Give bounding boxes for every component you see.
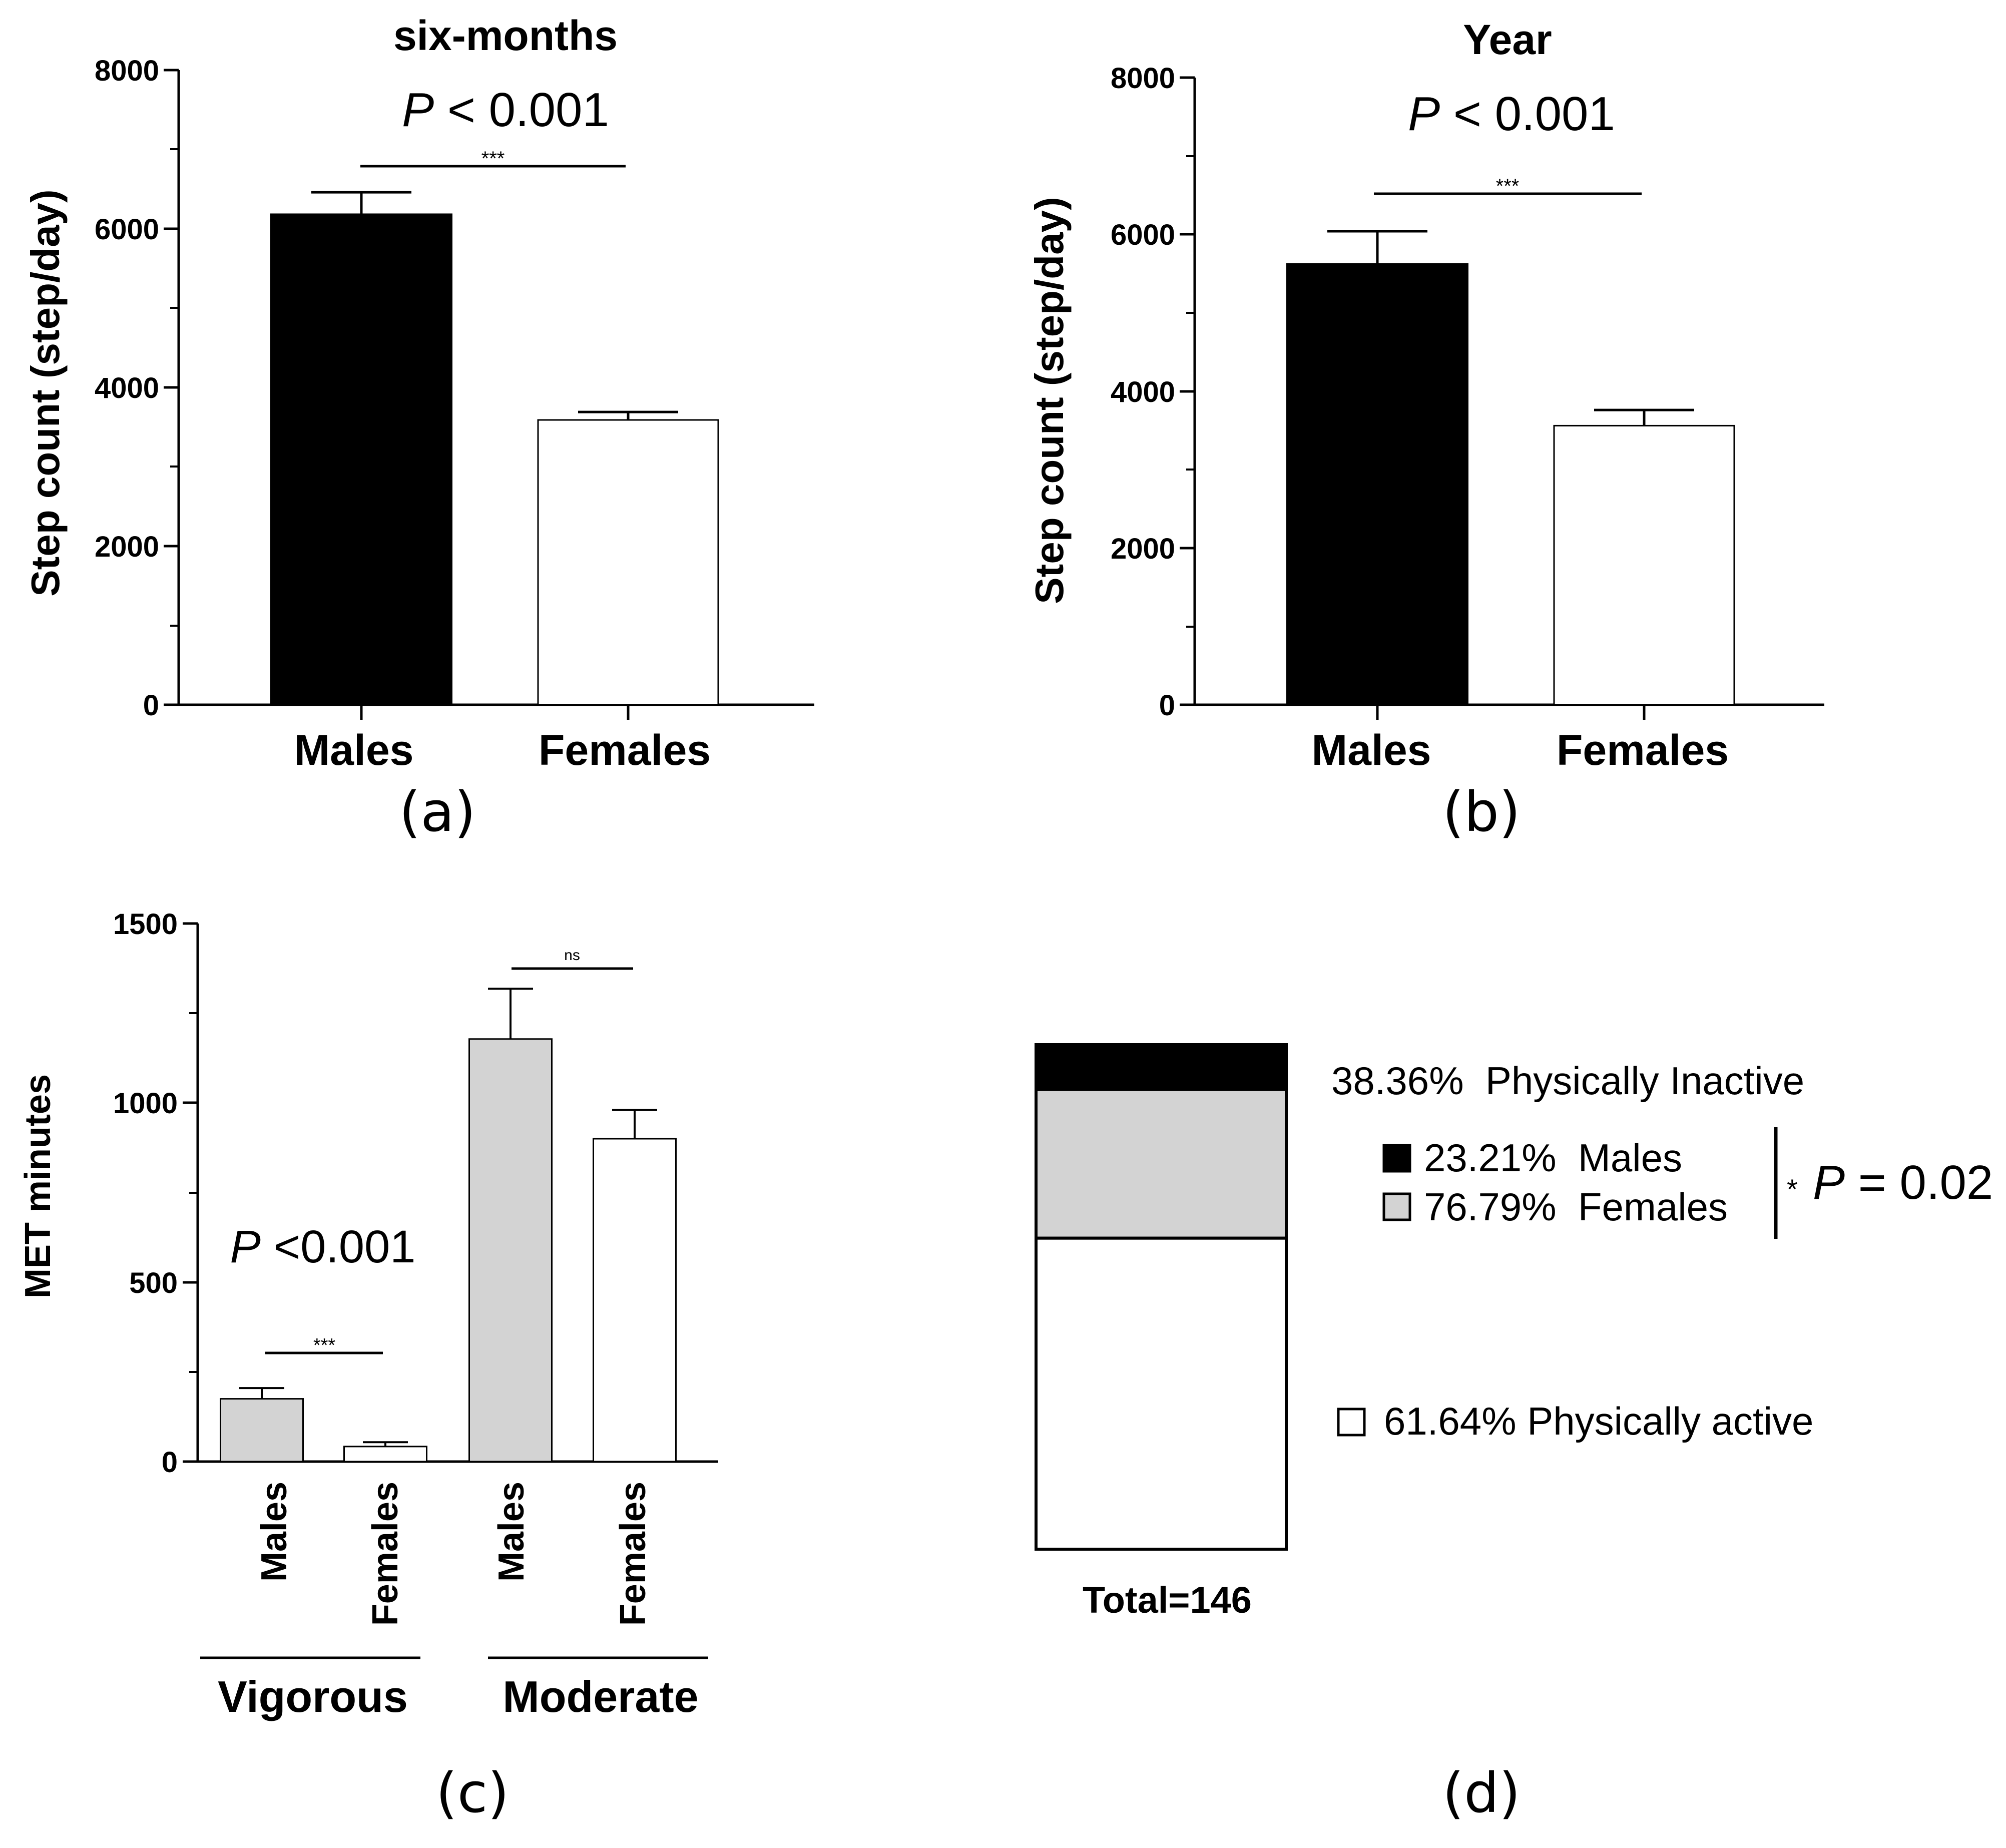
panel-c-p-value: P <0.001 — [230, 1221, 416, 1272]
panel-c-ylabel: MET minutes — [18, 1074, 58, 1298]
panel-c-xtick-mod-males: Males — [491, 1482, 532, 1582]
panel-d-legend-males-swatch — [1382, 1144, 1411, 1173]
panel-d-segment-active — [1035, 1236, 1288, 1551]
panel-d-segment-inactive-males — [1035, 1043, 1288, 1091]
panel-b-ytick-8000: 8000 — [1111, 62, 1175, 95]
panel-d-total-label: Total=146 — [1083, 1579, 1252, 1621]
panel-c-ytick-1000: 1000 — [113, 1087, 178, 1120]
panel-c: 0 500 1000 1500 MET minutes P <0.001 ***… — [18, 908, 718, 1825]
panel-b-title: Year — [1463, 16, 1552, 63]
panel-b-xtick-males: Males — [1311, 726, 1431, 774]
panel-b-sig-stars: *** — [1496, 175, 1520, 197]
panel-a-ytick-marks — [164, 69, 179, 706]
panel-a-xtick-females: Females — [539, 726, 711, 774]
panel-a-ytick-8000: 8000 — [95, 55, 159, 87]
panel-a-ytick-6000: 6000 — [95, 213, 159, 246]
panel-c-sig-ns-moderate: ns — [564, 947, 580, 964]
panel-d-active-label: 61.64% Physically active — [1384, 1399, 1813, 1443]
panel-d-segment-inactive-females — [1035, 1088, 1288, 1240]
panel-d-males-label: 23.21% Males — [1424, 1136, 1682, 1180]
panel-d-inactive-label: 38.36% Physically Inactive — [1331, 1059, 1804, 1103]
panel-b-p-value: P < 0.001 — [1408, 87, 1615, 141]
panel-c-bar-vig-females — [343, 1446, 427, 1463]
panel-a-bar-males — [270, 213, 452, 706]
panel-c-xtick-vig-females: Females — [365, 1482, 405, 1626]
panel-b-ytick-0: 0 — [1159, 689, 1175, 722]
panel-c-ytick-0: 0 — [162, 1446, 178, 1479]
panel-c-bar-mod-females — [593, 1138, 677, 1463]
panel-d-legend-females-swatch — [1382, 1192, 1411, 1221]
panel-d: Total=146 38.36% Physically Inactive 23.… — [1035, 1043, 1993, 1825]
panel-a-ytick-2000: 2000 — [95, 531, 159, 563]
panel-a-ytick-0: 0 — [143, 689, 159, 722]
panel-d-label: (d) — [1442, 1761, 1521, 1825]
panel-a-sig-stars: *** — [481, 148, 505, 170]
panel-a-ylabel: Step count (step/day) — [23, 189, 68, 596]
panel-a-label: (a) — [399, 780, 475, 844]
panel-d-females-label: 76.79% Females — [1424, 1185, 1728, 1229]
panel-d-p-value: P = 0.02 — [1813, 1156, 1993, 1209]
panel-b: Year P < 0.001 *** 0 2000 4000 6000 8000… — [1027, 16, 1824, 844]
panel-c-bar-mod-males — [468, 1038, 553, 1463]
panel-c-group-vigorous: Vigorous — [218, 1672, 408, 1721]
panel-c-ytick-1500: 1500 — [113, 908, 178, 941]
panel-c-sig-stars-vigorous: *** — [313, 1335, 336, 1356]
panel-b-ytick-6000: 6000 — [1111, 219, 1175, 251]
panel-a-ytick-4000: 4000 — [95, 372, 159, 404]
panel-d-legend-active-swatch — [1337, 1408, 1366, 1437]
panel-b-bar-females — [1553, 424, 1735, 706]
panel-b-ylabel: Step count (step/day) — [1027, 197, 1072, 604]
panel-c-bar-vig-males — [220, 1398, 304, 1463]
panel-a-p-value: P < 0.001 — [402, 83, 609, 137]
panel-c-label: (c) — [436, 1761, 509, 1825]
panel-a-xtick-males: Males — [294, 726, 413, 774]
panel-d-p-star: * — [1787, 1173, 1798, 1205]
panel-b-ytick-marks — [1180, 76, 1195, 706]
panel-a-bar-females — [537, 419, 719, 706]
panel-c-ytick-500: 500 — [129, 1267, 178, 1299]
panel-b-label: (b) — [1442, 780, 1521, 844]
panel-c-xtick-vig-males: Males — [254, 1482, 294, 1582]
panel-a-title: six-months — [393, 12, 618, 59]
panel-b-xtick-females: Females — [1557, 726, 1729, 774]
panel-c-ytick-marks — [183, 922, 198, 1463]
panel-b-ytick-4000: 4000 — [1111, 376, 1175, 408]
panel-c-group-moderate: Moderate — [503, 1672, 698, 1721]
panel-b-ytick-2000: 2000 — [1111, 533, 1175, 565]
panel-b-bar-males — [1286, 263, 1468, 706]
panel-c-xtick-mod-females: Females — [613, 1482, 653, 1626]
panel-a: six-months P < 0.001 *** 0 2000 4000 600… — [23, 12, 814, 844]
